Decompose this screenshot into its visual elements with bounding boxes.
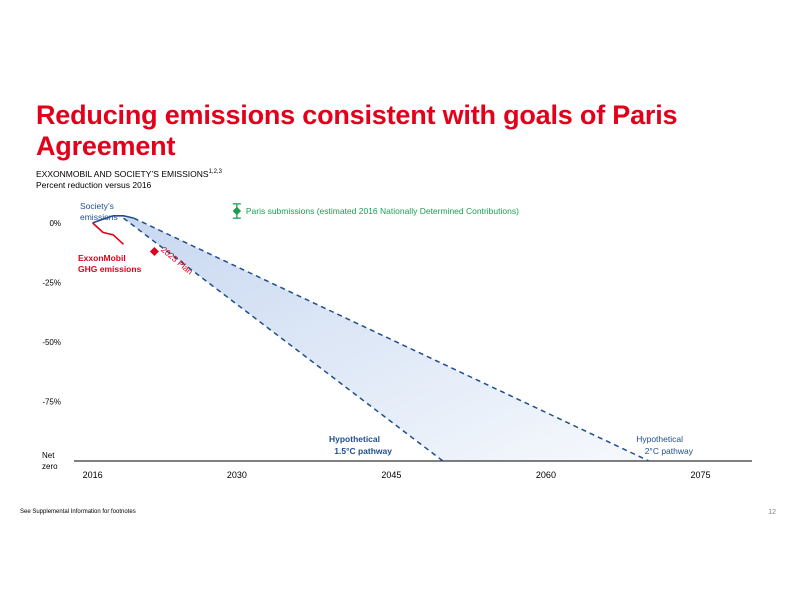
y-tick-label: -50% xyxy=(42,338,61,347)
pathway-2c-line xyxy=(133,217,650,462)
society-emissions-label: emissions xyxy=(80,212,118,222)
x-tick-label: 2060 xyxy=(536,470,556,480)
paris-submissions-label: Paris submissions (estimated 2016 Nation… xyxy=(246,206,519,216)
footnote: See Supplemental Information for footnot… xyxy=(20,509,136,515)
y-tick-label: zero xyxy=(42,462,58,471)
x-tick-label: 2030 xyxy=(227,470,247,480)
slide-title: Reducing emissions consistent with goals… xyxy=(36,100,678,161)
y-tick-label: Net xyxy=(42,451,55,460)
pathway-1-5c-label: Hypothetical xyxy=(329,434,380,444)
plan-2025-marker xyxy=(149,246,159,257)
chart-heading-text: EXXONMOBIL AND SOCIETY’S EMISSIONS xyxy=(36,169,209,179)
chart-subheading: Percent reduction versus 2016 xyxy=(36,180,152,190)
page-number: 12 xyxy=(768,509,776,516)
pathway-range-fill xyxy=(123,218,649,461)
x-tick-label: 2016 xyxy=(83,470,103,480)
y-tick-label: 0% xyxy=(49,219,61,228)
x-tick-label: 2075 xyxy=(690,470,710,480)
y-tick-label: -25% xyxy=(42,278,61,287)
y-tick-label: -75% xyxy=(42,397,61,406)
pathway-2c-label: Hypothetical xyxy=(636,434,683,444)
exxonmobil-emissions-label: ExxonMobil xyxy=(78,253,126,263)
society-emissions-line xyxy=(92,215,134,224)
pathway-2c-label: 2°C pathway xyxy=(645,446,694,456)
x-tick-label: 2045 xyxy=(381,470,401,480)
society-emissions-label: Society’s xyxy=(80,201,114,211)
chart-heading-superscript: 1,2,3 xyxy=(208,169,222,176)
pathway-1-5c-label: 1.5°C pathway xyxy=(334,446,392,456)
paris-marker xyxy=(232,206,242,216)
exxonmobil-emissions-line xyxy=(92,222,125,245)
chart-heading: EXXONMOBIL AND SOCIETY’S EMISSIONS1,2,3 xyxy=(36,169,222,179)
exxonmobil-emissions-label: GHG emissions xyxy=(78,264,142,274)
pathway-1-5c-line xyxy=(123,217,444,462)
